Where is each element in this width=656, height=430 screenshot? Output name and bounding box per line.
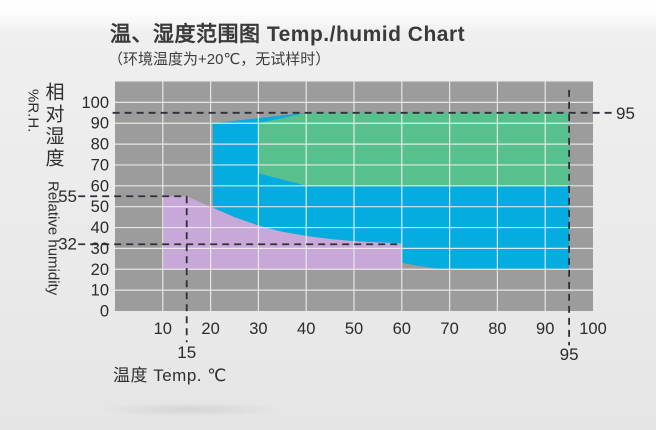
low-humidity-region [163,196,402,270]
x-tick-label: 70 [440,320,458,338]
y-axis-title-unit: %R.H. [24,89,42,133]
x-tick-label: 100 [579,320,607,338]
x-axis-title: 温度 Temp. ℃ [113,366,227,385]
y-tick-label: 100 [81,94,109,112]
y-axis-title-cjk: 相对湿度 [42,82,64,170]
y-tick-label: 10 [91,282,109,300]
x-tick-label: 30 [249,320,267,338]
x-tick-label: 90 [536,320,554,338]
guide-label-rh-55: 55 [58,187,77,206]
x-tick-label: 20 [201,320,219,338]
guide-label-t-95: 95 [560,345,579,364]
y-tick-label: 80 [91,136,109,154]
y-tick-label: 40 [91,219,109,237]
watermark-smudge [105,403,275,416]
y-tick-label: 50 [91,198,109,216]
extended-region [258,112,570,186]
x-tick-label: 60 [393,320,411,338]
y-tick-label: 30 [91,240,109,258]
x-tick-label: 80 [488,320,506,338]
y-tick-label: 90 [91,115,109,133]
chart-subtitle: （环境温度为+20℃，无试样时） [108,51,331,68]
chart-title: 温、湿度范围图 Temp./humid Chart [110,23,466,46]
guide-label-t-15: 15 [177,343,196,362]
guide-label-rh-95: 95 [616,104,635,123]
y-tick-label: 20 [91,261,109,279]
x-tick-label: 10 [154,320,172,338]
x-tick-label: 50 [345,320,363,338]
guide-label-rh-32: 32 [58,235,77,254]
x-tick-label: 40 [297,320,315,338]
y-tick-label: 0 [100,303,109,321]
y-tick-label: 70 [91,156,109,174]
y-tick-label: 60 [91,177,109,195]
y-axis-title: 相对湿度 Relative humidity %R.H. [24,82,64,332]
y-axis-title-latin: Relative humidity [44,181,62,296]
